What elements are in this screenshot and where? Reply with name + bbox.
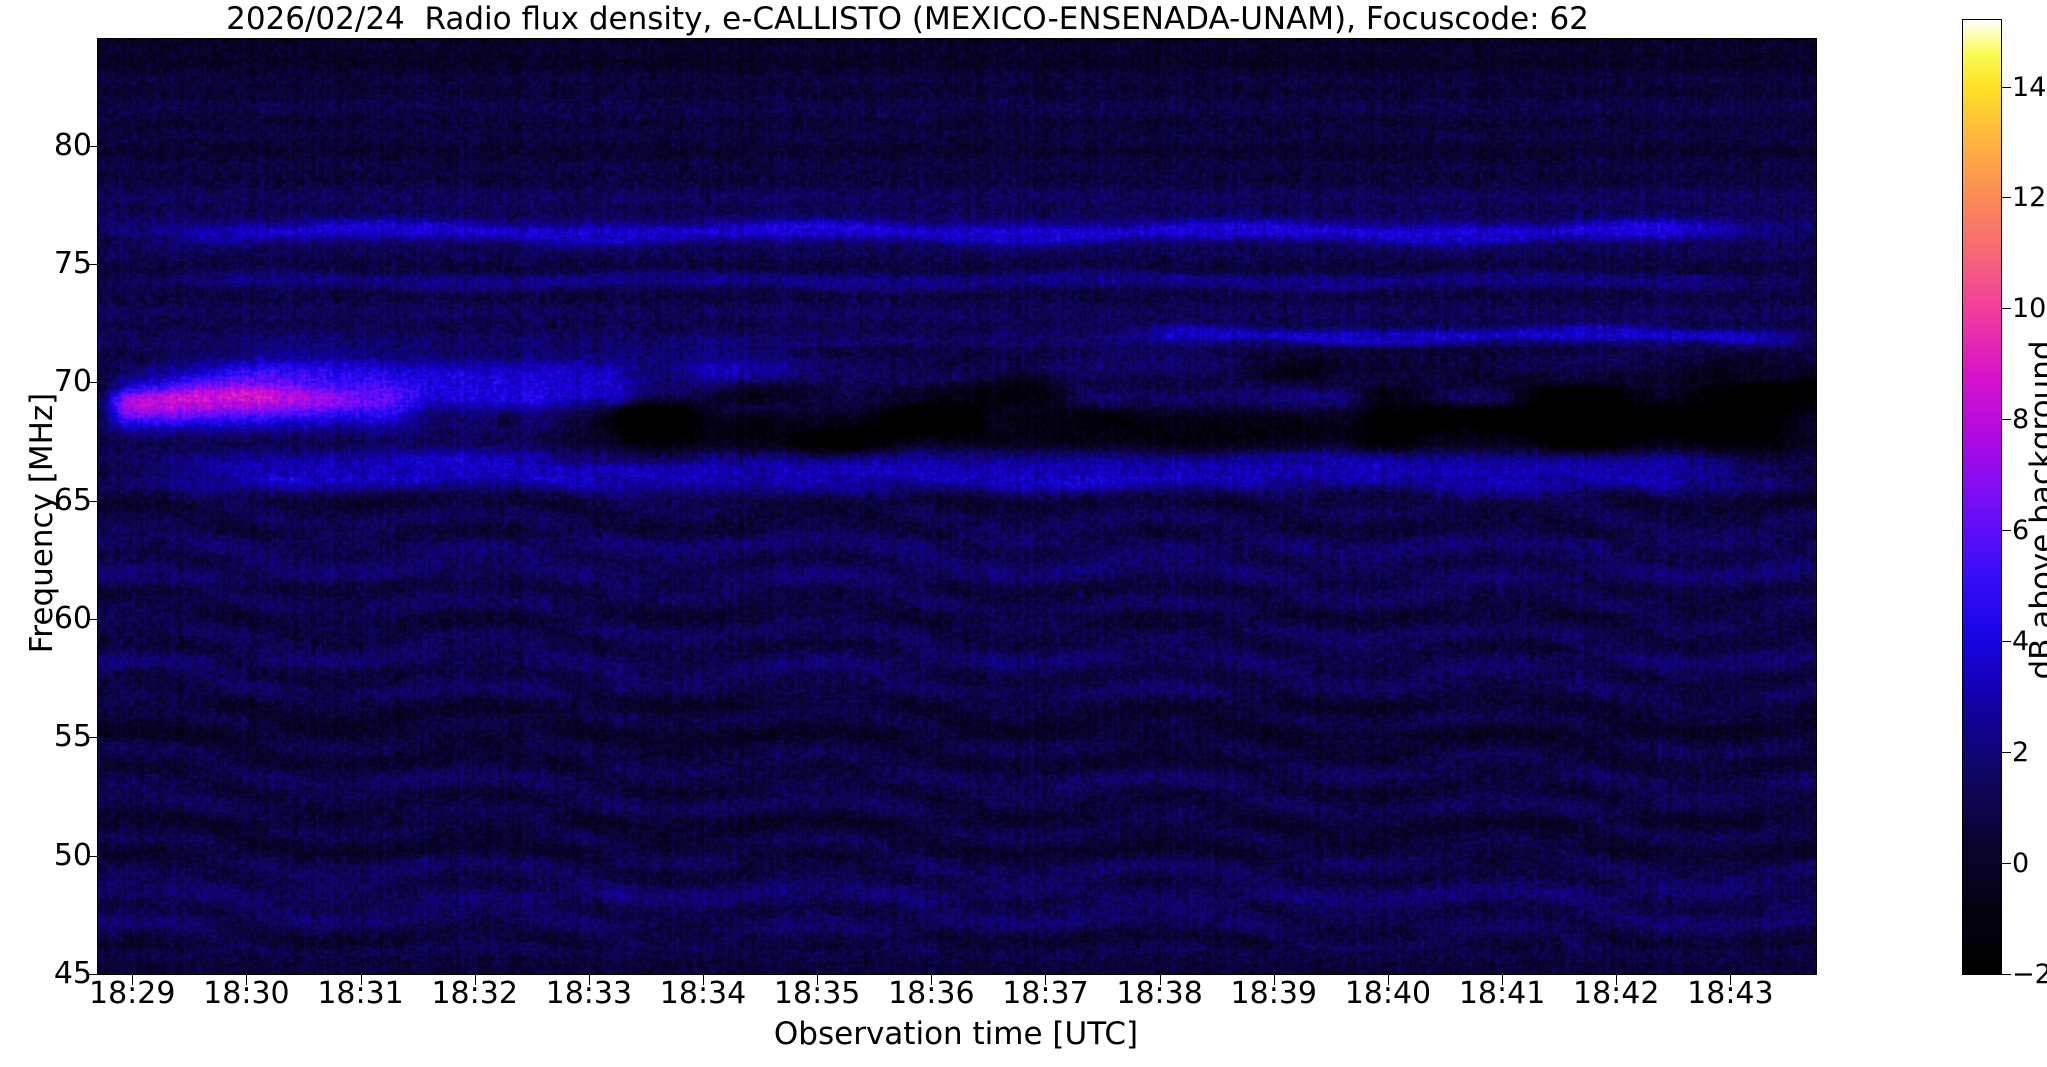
y-axis-label: Frequency [MHz] (24, 392, 60, 654)
colorbar-tick-mark (2001, 752, 2011, 754)
y-tick-mark (87, 855, 98, 857)
y-tick-label-60: 60 (53, 600, 92, 636)
colorbar-tick-label-2: 2 (2012, 737, 2030, 769)
colorbar-tick-mark (2001, 641, 2011, 643)
page-title: 2026/02/24 Radio flux density, e-CALLIST… (226, 1, 1589, 37)
x-tick-mark (703, 974, 704, 985)
colorbar-tick-mark (2001, 197, 2011, 199)
colorbar-tick-mark (2001, 863, 2011, 865)
y-tick-mark (87, 382, 98, 384)
y-tick-mark (87, 145, 98, 147)
y-tick-mark (87, 974, 98, 975)
x-tick-mark (817, 974, 819, 985)
x-tick-mark (246, 974, 248, 985)
y-tick-label-70: 70 (53, 364, 92, 400)
x-tick-mark (931, 974, 933, 985)
x-tick-mark (360, 974, 362, 985)
y-tick-mark (87, 263, 98, 265)
colorbar-tick-label-10: 10 (2012, 293, 2047, 325)
colorbar[interactable] (1962, 19, 2002, 975)
y-tick-mark (87, 500, 98, 502)
x-axis-label: Observation time [UTC] (773, 1016, 1139, 1052)
y-tick-label-80: 80 (53, 127, 92, 163)
x-tick-mark (1045, 974, 1047, 985)
spectrogram-image[interactable] (98, 39, 1816, 974)
colorbar-tick-mark (2001, 86, 2011, 88)
x-tick-mark (1159, 974, 1161, 985)
x-tick-mark (1616, 974, 1618, 985)
colorbar-tick-label-0: 0 (2012, 848, 2030, 880)
colorbar-tick-mark (2001, 530, 2011, 532)
x-tick-mark (1273, 974, 1275, 985)
colorbar-tick-label-6: 6 (2012, 515, 2030, 547)
colorbar-gradient (1963, 20, 2001, 974)
colorbar-tick-label-14: 14 (2012, 71, 2047, 103)
colorbar-tick-label--2: −2 (2012, 959, 2047, 990)
colorbar-tick-label-4: 4 (2012, 626, 2030, 658)
spectrogram-axes[interactable] (97, 38, 1817, 975)
x-tick-mark (1387, 974, 1389, 985)
y-tick-label-65: 65 (53, 482, 92, 518)
colorbar-tick-mark (2001, 419, 2011, 421)
y-tick-label-55: 55 (53, 719, 92, 755)
colorbar-label: dB above background (2024, 340, 2047, 680)
colorbar-tick-mark (2001, 308, 2011, 310)
x-tick-mark (588, 974, 590, 985)
colorbar-tick-label-12: 12 (2012, 182, 2047, 214)
y-tick-label-45: 45 (53, 956, 92, 991)
y-tick-mark (87, 737, 98, 739)
y-tick-label-75: 75 (53, 245, 92, 281)
x-tick-mark (1502, 974, 1504, 985)
y-tick-label-50: 50 (53, 837, 92, 873)
x-tick-mark (132, 974, 134, 985)
x-tick-mark (474, 974, 476, 985)
x-tick-mark (1730, 974, 1732, 985)
colorbar-tick-label-8: 8 (2012, 404, 2030, 436)
y-tick-mark (87, 618, 98, 620)
colorbar-tick-mark (2001, 974, 2011, 975)
